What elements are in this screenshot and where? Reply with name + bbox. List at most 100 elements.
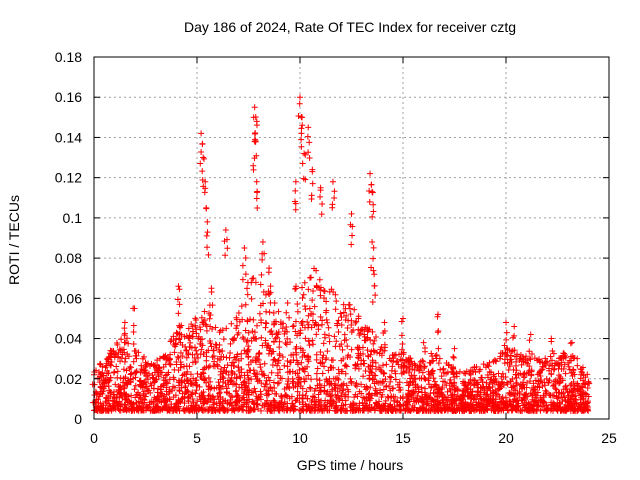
data-point [193, 330, 200, 337]
data-point [411, 389, 418, 396]
data-point [309, 297, 316, 304]
data-point [203, 357, 210, 364]
data-point [436, 355, 443, 362]
data-point [158, 369, 165, 376]
data-point [287, 407, 294, 414]
data-point [506, 390, 513, 397]
data-point [329, 204, 336, 211]
data-point [332, 405, 339, 412]
data-point [308, 195, 315, 202]
data-point [148, 407, 155, 414]
data-point [542, 387, 549, 394]
data-point [293, 343, 300, 350]
data-point [433, 382, 440, 389]
data-point [289, 380, 296, 387]
data-point [543, 388, 550, 395]
data-point [428, 402, 435, 409]
data-point [254, 204, 261, 211]
data-point [445, 361, 452, 368]
data-point [366, 188, 373, 195]
data-point [468, 392, 475, 399]
data-point [460, 380, 467, 387]
data-point [277, 321, 284, 328]
data-point [216, 342, 223, 349]
data-point [210, 347, 217, 354]
data-point [383, 383, 390, 390]
data-point [313, 283, 320, 290]
data-point [550, 350, 557, 357]
data-point [462, 399, 469, 406]
data-point [117, 358, 124, 365]
data-point [294, 388, 301, 395]
data-point [570, 379, 577, 386]
data-point [249, 328, 256, 335]
data-point [233, 387, 240, 394]
data-point [283, 341, 290, 348]
data-point [526, 363, 533, 370]
data-point [326, 375, 333, 382]
data-point [114, 341, 121, 348]
data-point [275, 357, 282, 364]
y-tick-label: 0.18 [55, 49, 82, 65]
data-point [562, 370, 569, 377]
data-point [200, 396, 207, 403]
data-point [486, 385, 493, 392]
data-point [586, 380, 593, 387]
data-point [103, 370, 110, 377]
data-point [141, 367, 148, 374]
data-point [338, 314, 345, 321]
axis-ticks [93, 56, 610, 420]
data-point [174, 296, 181, 303]
data-point [356, 331, 363, 338]
data-point [372, 333, 379, 340]
data-point [415, 388, 422, 395]
data-point [478, 374, 485, 381]
grid-lines [94, 57, 609, 419]
data-point [462, 370, 469, 377]
data-point [548, 399, 555, 406]
data-point [274, 380, 281, 387]
data-point [298, 320, 305, 327]
data-point [428, 350, 435, 357]
data-point [324, 388, 331, 395]
data-point [241, 379, 248, 386]
data-point [205, 382, 212, 389]
data-point [302, 151, 309, 158]
data-point [397, 356, 404, 363]
data-point [449, 383, 456, 390]
data-point [179, 395, 186, 402]
data-point [173, 335, 180, 342]
data-point [276, 344, 283, 351]
data-point [292, 200, 299, 207]
data-point [243, 338, 250, 345]
data-point [287, 339, 294, 346]
data-point [264, 397, 271, 404]
data-point [206, 362, 213, 369]
data-point [365, 363, 372, 370]
data-point [332, 306, 339, 313]
data-point [324, 379, 331, 386]
data-point [228, 320, 235, 327]
data-point [150, 375, 157, 382]
data-point [108, 347, 115, 354]
data-point [137, 377, 144, 384]
data-point [261, 403, 268, 410]
data-point [495, 406, 502, 413]
data-point [439, 385, 446, 392]
data-point [290, 322, 297, 329]
data-point [221, 238, 228, 245]
y-tick-label: 0.12 [55, 170, 82, 186]
data-point [248, 279, 255, 286]
data-point [578, 366, 585, 373]
data-point [443, 382, 450, 389]
data-point [289, 400, 296, 407]
data-point [192, 322, 199, 329]
data-point [104, 356, 111, 363]
data-point [220, 336, 227, 343]
data-point [203, 327, 210, 334]
data-point [130, 400, 137, 407]
data-point [139, 404, 146, 411]
data-point [266, 291, 273, 298]
data-point [224, 400, 231, 407]
data-point [465, 404, 472, 411]
